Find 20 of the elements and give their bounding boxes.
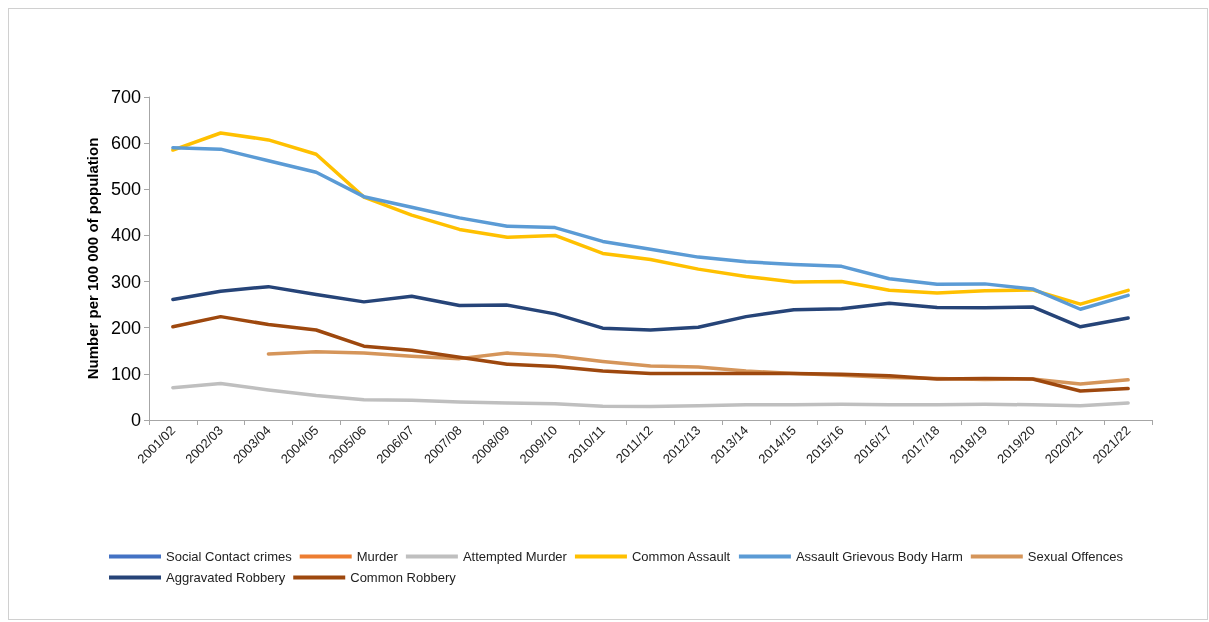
legend-label: Common Robbery (350, 570, 457, 585)
legend-label: Murder (356, 549, 399, 564)
y-tick-label: 200 (110, 317, 141, 338)
legend-label: Aggravated Robbery (166, 570, 286, 585)
y-tick-label: 300 (110, 271, 141, 292)
legend-label: Sexual Offences (1027, 549, 1124, 564)
y-tick-label: 400 (110, 225, 141, 246)
line-series (171, 314, 1130, 393)
legend-label: Assault Grievous Body Harm (795, 549, 963, 564)
legend-label: Attempted Murder (462, 549, 568, 564)
y-tick-label: 600 (110, 133, 141, 154)
legend-label: Social Contact crimes (166, 549, 293, 564)
line-series (171, 381, 1130, 409)
y-tick-label: 500 (110, 179, 141, 200)
y-tick-label: 0 (130, 410, 141, 430)
y-tick-label: 700 (110, 87, 141, 107)
y-tick-label: 100 (110, 363, 141, 384)
y-axis-title: Number per 100 000 of population (84, 137, 102, 380)
line-series (171, 284, 1130, 332)
legend-label: Common Assault (631, 549, 731, 564)
